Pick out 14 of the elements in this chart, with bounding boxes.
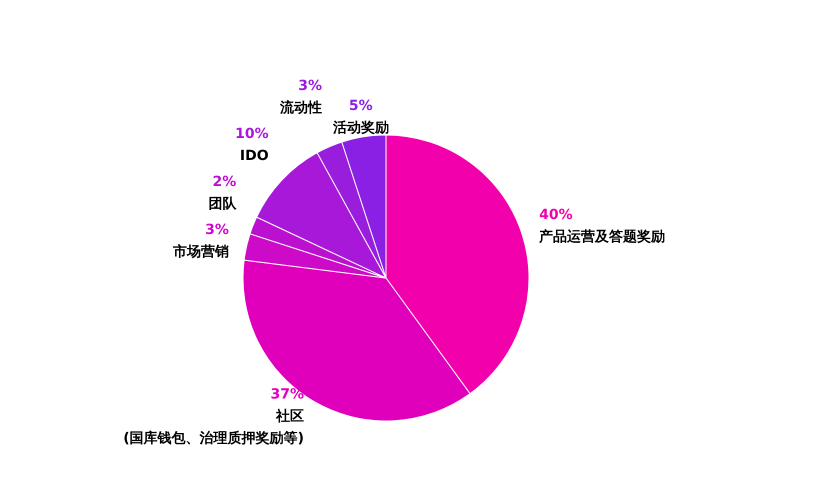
slice-label: 社区 (国库钱包、治理质押奖励等) xyxy=(123,408,304,447)
slice-label: 流动性 xyxy=(279,98,322,116)
data-label: 37% xyxy=(270,386,304,403)
slice-label: 活动奖励 xyxy=(332,120,389,136)
slice-label: 团队 xyxy=(208,196,238,212)
data-label: 3% xyxy=(205,222,229,238)
data-label: 5% xyxy=(348,98,373,114)
slice-label: 市场营销 xyxy=(172,242,229,260)
data-label: 2% xyxy=(212,174,236,190)
data-label: 3% xyxy=(298,78,322,94)
slice-label: 产品运营及答题奖励 xyxy=(538,228,666,246)
slice-label: IDO xyxy=(240,148,269,164)
data-label: 40% xyxy=(539,207,573,224)
data-label: 10% xyxy=(235,126,269,142)
